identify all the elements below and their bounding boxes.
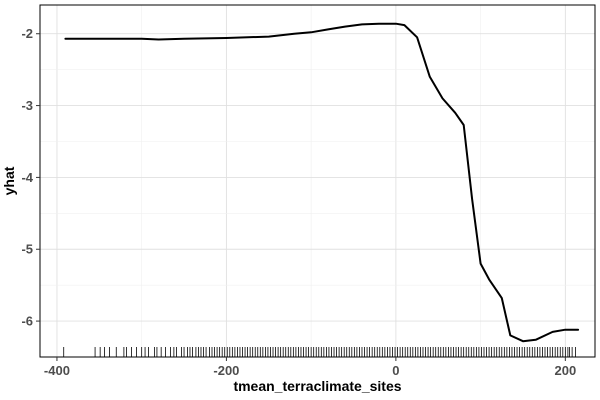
y-tick-label: -3: [21, 98, 33, 113]
gridlines: [40, 5, 595, 358]
x-tick-label: 0: [392, 363, 399, 378]
x-tick-label: 200: [554, 363, 576, 378]
y-tick-label: -4: [21, 170, 33, 185]
x-tick-label: -200: [213, 363, 239, 378]
y-tick-label: -2: [21, 26, 33, 41]
x-axis-title: tmean_terraclimate_sites: [233, 378, 401, 394]
plot-panel-border: [39, 4, 596, 358]
series-lines: [64, 22, 580, 343]
y-axis-title: yhat: [1, 166, 17, 195]
x-tick-label: -400: [44, 363, 70, 378]
series-line: [64, 22, 580, 343]
y-axis-ticks: -2 -3 -4 -5 -6: [21, 26, 40, 329]
y-tick-label: -6: [21, 314, 33, 329]
rug-marks: [63, 347, 576, 357]
x-axis-ticks: -400 -200 0 200: [44, 357, 576, 378]
y-tick-label: -5: [21, 242, 33, 257]
